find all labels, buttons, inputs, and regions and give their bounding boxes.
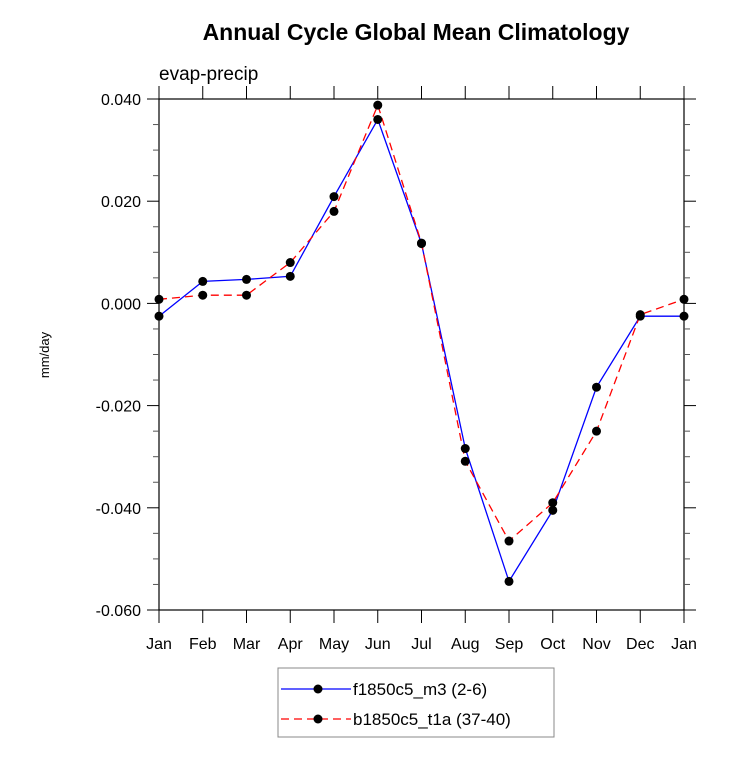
series-1-point [504,536,514,546]
x-tick-label: Feb [189,636,217,653]
series-1-point [417,238,426,248]
legend: f1850c5_m3 (2-6) b1850c5_t1a (37-40) [277,667,555,738]
x-tick-label: Aug [451,636,479,653]
series-1-point [679,294,689,304]
y-tick-label: 0.020 [101,194,141,211]
series-1-point [285,258,295,268]
series-0-point [373,114,383,124]
series-1-point [154,294,164,304]
plot-frame [158,98,685,611]
x-tick-label: Dec [626,636,654,653]
series-1-point [548,498,558,508]
y-tick-label: -0.060 [96,603,141,620]
series-0-point [592,382,601,392]
chart-title: Annual Cycle Global Mean Climatology [203,19,630,45]
x-tick-label: Mar [233,636,261,653]
series-0-point [242,274,251,284]
series-line-0 [158,117,684,583]
series-1-point [460,456,470,466]
x-tick-label: Apr [278,636,304,653]
x-tick-label: Oct [540,636,565,653]
x-tick-label: Jun [365,636,391,653]
series-1-point [592,426,601,436]
series-1-point [242,290,251,300]
series-1-point [635,310,645,320]
y-tick-label: 0.000 [101,296,141,313]
series-1-point [373,100,383,110]
series-0-point [460,444,470,454]
legend-marker-0 [313,684,323,694]
series-line-1 [158,103,685,543]
series-layer [154,100,689,586]
series-1-point [329,206,339,216]
x-tick-label: May [319,636,349,653]
legend-marker-1 [313,714,323,724]
axes: -0.060 -0.040 -0.020 0.000 0.020 0.040 Jan Feb M… [96,86,697,653]
series-0-point [198,276,208,286]
legend-label-0: f1850c5_m3 (2-6) [353,680,487,699]
legend-label-1: b1850c5_t1a (37-40) [353,710,511,729]
series-0-point [285,271,295,281]
series-0-point [329,192,339,202]
x-tick-label: Sep [495,636,524,653]
series-0-point [548,505,558,515]
x-tick-label: Jul [411,636,431,653]
series-1-point [198,290,208,300]
y-tick-label: 0.040 [101,92,141,109]
y-axis-label: mm/day [37,331,52,378]
y-tick-label: -0.020 [96,399,141,416]
x-tick-label: Jan [671,636,697,653]
x-tick-label: Jan [146,636,172,653]
legend-box [277,667,555,738]
y-tick-label: -0.040 [96,501,141,518]
series-0-point [154,311,164,321]
chart-subtitle: evap-precip [159,64,258,85]
x-tick-label: Nov [582,636,610,653]
series-0-point [679,311,689,321]
series-0-point [504,576,514,586]
